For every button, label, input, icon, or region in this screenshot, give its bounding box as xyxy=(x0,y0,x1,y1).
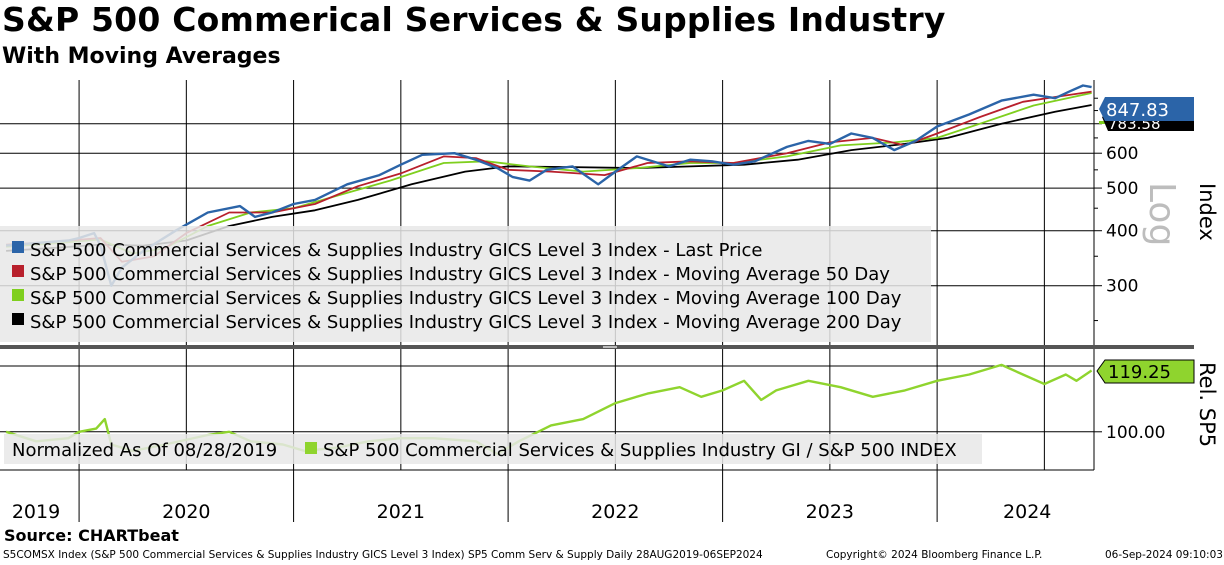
y-axis-label-index: Index xyxy=(1195,183,1219,241)
last-price-tag-bg xyxy=(1099,97,1194,121)
separator-handle[interactable] xyxy=(603,346,617,348)
bottom-legend: Normalized As Of 08/28/2019 S&P 500 Comm… xyxy=(4,434,982,464)
source-label: Source: CHARTbeat xyxy=(4,526,179,545)
footer-description: S5COMSX Index (S&P 500 Commercial Servic… xyxy=(3,549,763,561)
legend-swatch-rel xyxy=(305,442,317,454)
rel-value-tag-bg xyxy=(1096,359,1195,384)
x-year-label-2019: 2019 xyxy=(12,501,60,523)
chart-title: S&P 500 Commerical Services & Supplies I… xyxy=(2,0,946,39)
rel-value: 119.25 xyxy=(1108,362,1171,383)
legend-swatch-last-price xyxy=(12,241,24,253)
y-tick-label-300: 300 xyxy=(1106,277,1138,297)
y-axis-label-rel: Rel. SP5 xyxy=(1195,362,1219,447)
x-year-label-2021: 2021 xyxy=(377,501,425,523)
legend-label-ma100: S&P 500 Commercial Services & Supplies I… xyxy=(30,288,902,309)
legend-swatch-ma100 xyxy=(12,289,24,301)
y-tick-label-400: 400 xyxy=(1106,222,1138,242)
normalized-note: Normalized As Of 08/28/2019 xyxy=(12,440,277,461)
footer-timestamp: 06-Sep-2024 09:10:03 xyxy=(1105,549,1223,561)
legend-label-ma50: S&P 500 Commercial Services & Supplies I… xyxy=(30,264,890,285)
last-price-tag: 847.83 xyxy=(1099,97,1194,121)
panel-separator xyxy=(0,345,1194,349)
rel-tick-label: 100.00 xyxy=(1106,423,1165,443)
y-tick-label-500: 500 xyxy=(1106,179,1138,199)
legend-swatch-ma50 xyxy=(12,265,24,277)
bottom-legend-box xyxy=(4,434,982,464)
x-year-label-2023: 2023 xyxy=(806,501,854,523)
footer-copyright: Copyright© 2024 Bloomberg Finance L.P. xyxy=(826,549,1043,561)
y-tick-label-600: 600 xyxy=(1106,144,1138,164)
x-year-label-2024: 2024 xyxy=(1003,501,1051,523)
chart-subtitle: With Moving Averages xyxy=(2,44,281,69)
rel-value-tag: 119.25 xyxy=(1096,359,1195,384)
x-year-label-2022: 2022 xyxy=(591,501,639,523)
top-legend: S&P 500 Commercial Services & Supplies I… xyxy=(0,226,931,342)
last-price-value: 847.83 xyxy=(1106,100,1169,121)
legend-label-rel: S&P 500 Commercial Services & Supplies I… xyxy=(323,440,957,461)
x-year-label-2020: 2020 xyxy=(162,501,210,523)
top-legend-box xyxy=(0,226,931,342)
log-scale-label: Log xyxy=(1141,182,1182,246)
legend-swatch-ma200 xyxy=(12,313,24,325)
legend-label-last-price: S&P 500 Commercial Services & Supplies I… xyxy=(30,240,763,261)
legend-label-ma200: S&P 500 Commercial Services & Supplies I… xyxy=(30,312,902,333)
